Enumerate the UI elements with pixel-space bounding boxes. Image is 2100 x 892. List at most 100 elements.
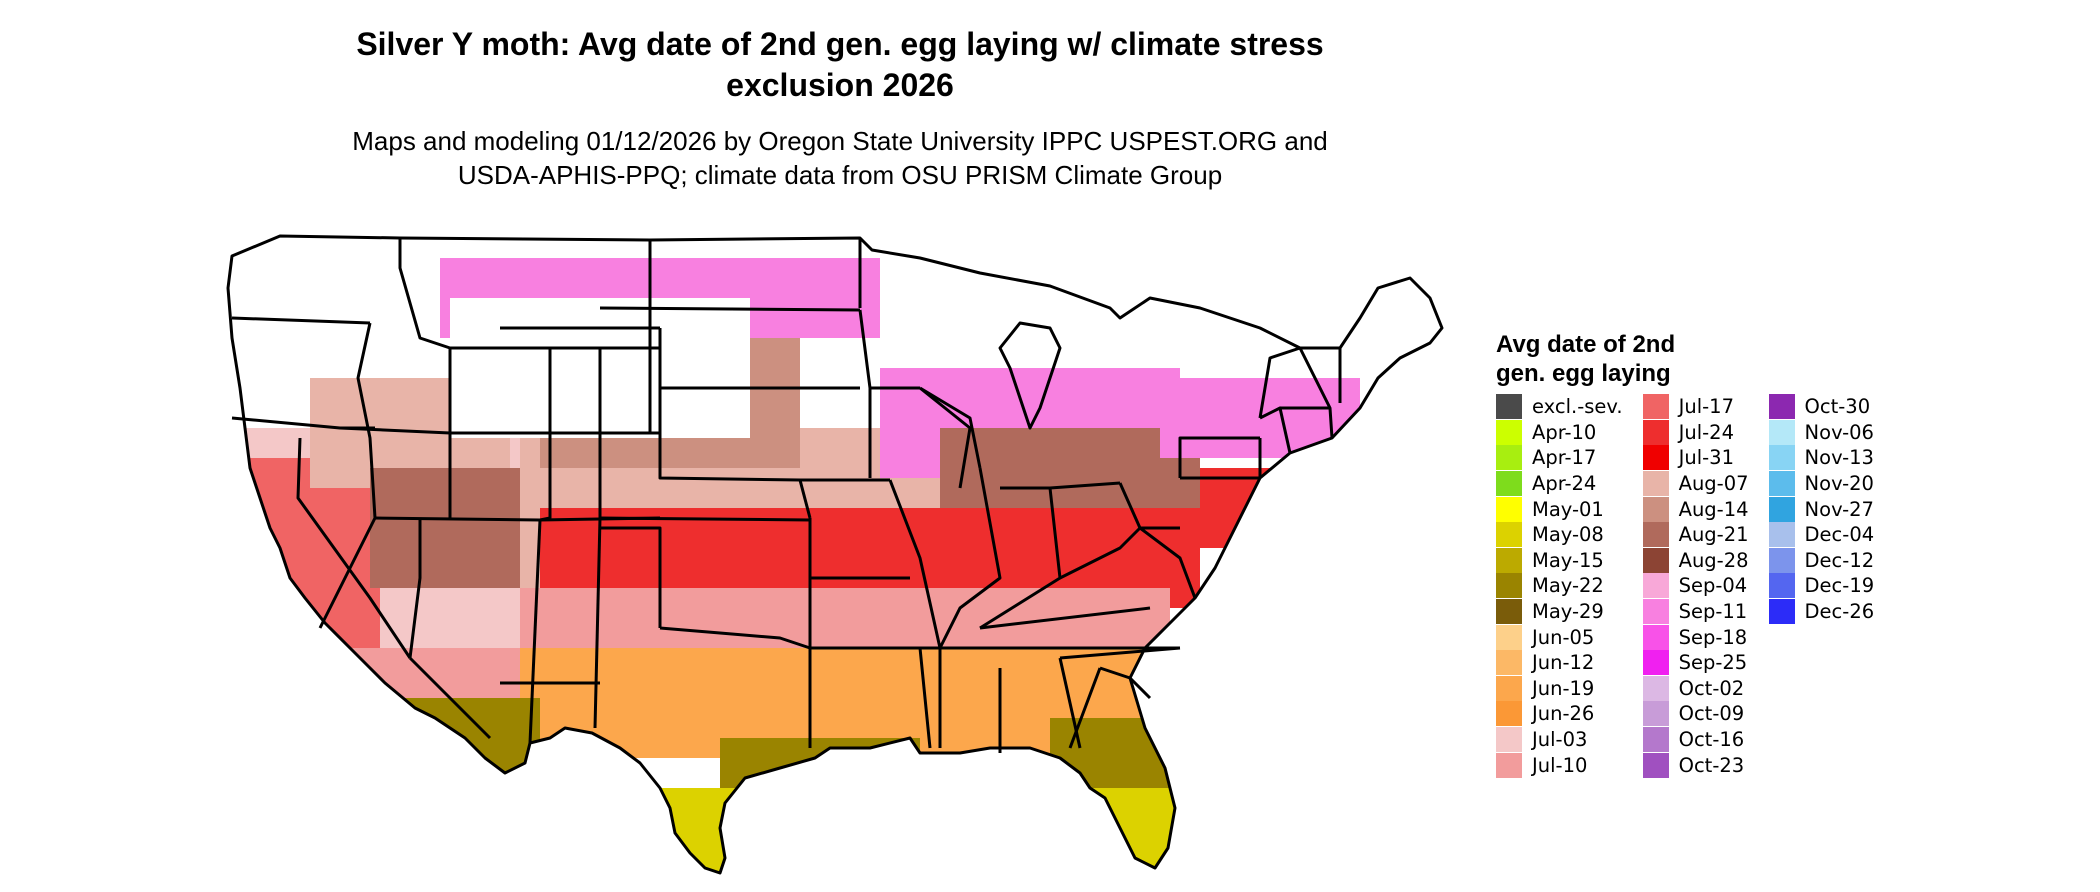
legend-swatch — [1642, 675, 1669, 701]
legend-swatch — [1768, 445, 1795, 471]
legend-label: Dec-12 — [1804, 548, 1875, 572]
legend-item: May-29 — [1496, 599, 1623, 625]
legend-item: Nov-13 — [1768, 445, 1875, 471]
legend-item: Apr-10 — [1496, 419, 1623, 446]
legend-label: Oct-23 — [1678, 753, 1745, 777]
legend-label: Aug-28 — [1678, 548, 1749, 572]
legend-label: May-22 — [1532, 574, 1604, 598]
legend-swatch — [1768, 496, 1795, 522]
legend-swatch — [1642, 394, 1669, 420]
legend-swatch — [1642, 547, 1669, 573]
subtitle-line-2: USDA-APHIS-PPQ; climate data from OSU PR… — [457, 160, 1223, 190]
legend-swatch — [1496, 701, 1522, 727]
legend-swatch — [1496, 573, 1522, 599]
legend-item: Oct-16 — [1642, 727, 1749, 753]
legend-item: Aug-21 — [1642, 522, 1749, 548]
legend-item: Sep-25 — [1642, 650, 1749, 676]
legend-label: May-15 — [1532, 548, 1604, 572]
legend-swatch — [1642, 727, 1669, 753]
legend-label: excl.-sev. — [1532, 395, 1623, 419]
legend-swatch — [1768, 573, 1795, 599]
legend-label: Jun-12 — [1532, 651, 1595, 675]
legend-swatch — [1496, 675, 1522, 701]
legend-swatch — [1768, 419, 1795, 445]
legend-column: Jul-17 Jul-24 Jul-31 Aug-07 Aug-14 Aug-21 Aug-… — [1642, 394, 1749, 778]
legend-item: Sep-18 — [1642, 624, 1749, 650]
legend-label: May-29 — [1532, 600, 1604, 624]
legend-item: Dec-19 — [1768, 573, 1875, 599]
legend-item: Oct-23 — [1642, 752, 1749, 778]
legend-label: Dec-26 — [1804, 600, 1875, 624]
legend-label: Oct-09 — [1678, 702, 1745, 726]
legend-swatch — [1768, 471, 1795, 497]
legend-item: Nov-20 — [1768, 471, 1875, 497]
legend-label: Jul-10 — [1532, 753, 1588, 777]
legend-label: Nov-13 — [1804, 446, 1874, 470]
us-map — [226, 234, 1444, 875]
legend-swatch — [1768, 394, 1795, 420]
legend-item: Jul-17 — [1642, 394, 1749, 420]
legend-label: Dec-19 — [1804, 574, 1875, 598]
legend-swatch — [1642, 419, 1669, 445]
legend-title: Avg date of 2nd gen. egg laying — [1496, 330, 1874, 388]
legend-label: Apr-24 — [1532, 472, 1597, 496]
legend-swatch — [1768, 522, 1795, 548]
legend-swatch — [1496, 752, 1522, 778]
legend-item: Nov-06 — [1768, 419, 1875, 446]
legend-label: Nov-06 — [1804, 420, 1874, 444]
legend-title-line-2: gen. egg laying — [1496, 360, 1671, 387]
legend-swatch — [1496, 547, 1522, 573]
legend-swatch — [1496, 522, 1522, 548]
legend-item: May-08 — [1496, 522, 1623, 548]
legend-item: Jun-26 — [1496, 701, 1623, 727]
legend-label: Sep-04 — [1678, 574, 1748, 598]
map-title: Silver Y moth: Avg date of 2nd gen. egg … — [300, 24, 1380, 106]
state-borders — [226, 234, 1444, 875]
legend-item: Jul-24 — [1642, 419, 1749, 446]
legend-swatch — [1496, 650, 1522, 676]
legend-item: Oct-30 — [1768, 394, 1875, 420]
legend-column: Oct-30 Nov-06 Nov-13 Nov-20 Nov-27 Dec-04 Dec-… — [1768, 394, 1875, 778]
legend-item: Jul-10 — [1496, 752, 1623, 778]
legend-label: Jun-05 — [1532, 625, 1595, 649]
legend-swatch — [1496, 394, 1522, 420]
legend-item: Oct-09 — [1642, 701, 1749, 727]
legend-label: Jun-26 — [1532, 702, 1595, 726]
legend-item: Oct-02 — [1642, 675, 1749, 702]
title-line-2: exclusion 2026 — [726, 67, 954, 103]
legend-swatch — [1496, 727, 1522, 753]
legend-swatch — [1642, 624, 1669, 650]
legend-item: excl.-sev. — [1496, 394, 1623, 420]
legend-label: Sep-18 — [1678, 625, 1748, 649]
legend-label: Sep-25 — [1678, 651, 1748, 675]
legend-columns: excl.-sev. Apr-10 Apr-17 Apr-24 May-01 May-08… — [1496, 394, 1874, 778]
legend-item: Apr-24 — [1496, 471, 1623, 497]
legend-label: Nov-27 — [1804, 497, 1874, 521]
legend-item: Aug-07 — [1642, 471, 1749, 497]
legend-label: May-01 — [1532, 497, 1604, 521]
legend-item: Jul-31 — [1642, 445, 1749, 471]
legend-item: Nov-27 — [1768, 496, 1875, 522]
legend-swatch — [1642, 573, 1669, 599]
legend-swatch — [1496, 419, 1522, 445]
legend-label: Aug-14 — [1678, 497, 1749, 521]
legend-item: Dec-26 — [1768, 599, 1875, 625]
legend-item: May-15 — [1496, 547, 1623, 574]
legend-label: Apr-17 — [1532, 446, 1597, 470]
legend-column: excl.-sev. Apr-10 Apr-17 Apr-24 May-01 May-08… — [1496, 394, 1623, 778]
legend-swatch — [1496, 445, 1522, 471]
legend-item: Apr-17 — [1496, 445, 1623, 471]
legend-swatch — [1642, 496, 1669, 522]
legend-swatch — [1642, 445, 1669, 471]
legend-label: Oct-02 — [1678, 676, 1745, 700]
legend-label: Jul-17 — [1678, 395, 1734, 419]
legend-item: Aug-28 — [1642, 547, 1749, 574]
legend-swatch — [1496, 496, 1522, 522]
legend-item: Jun-05 — [1496, 624, 1623, 650]
legend-label: Sep-11 — [1678, 600, 1748, 624]
legend-swatch — [1642, 650, 1669, 676]
legend-label: Jul-31 — [1678, 446, 1734, 470]
legend-item: Sep-11 — [1642, 599, 1749, 625]
legend-swatch — [1642, 471, 1669, 497]
legend-item: Jun-12 — [1496, 650, 1623, 676]
